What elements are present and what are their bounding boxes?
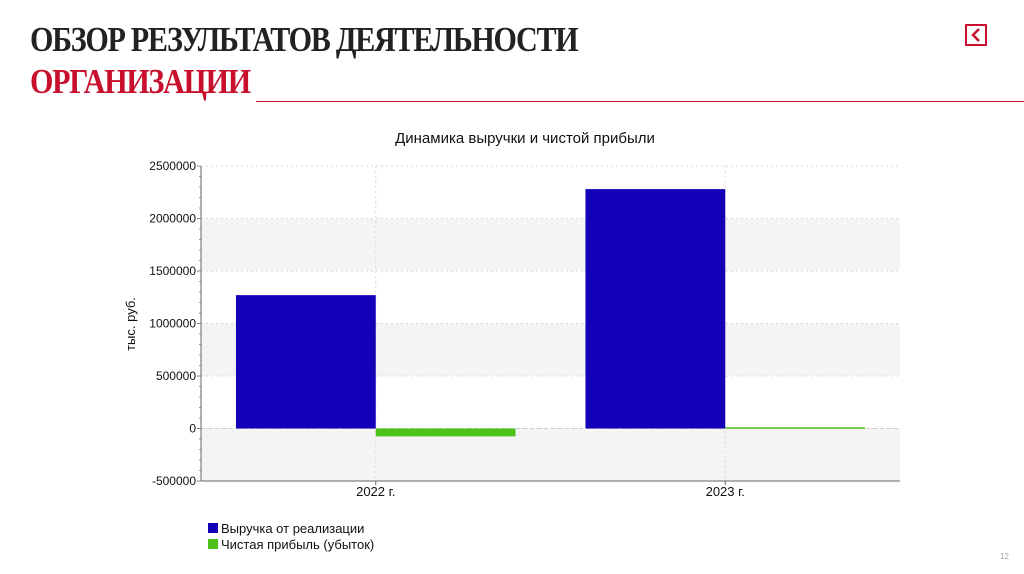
legend-item-profit: Чистая прибыль (убыток) [208, 536, 374, 552]
y-tick-label: 0 [189, 422, 196, 436]
page-title: ОБЗОР РЕЗУЛЬТАТОВ ДЕЯТЕЛЬНОСТИ [30, 20, 579, 59]
legend-label-profit: Чистая прибыль (убыток) [221, 536, 375, 552]
y-tick-label: 2500000 [149, 159, 196, 173]
bar-profit-0 [375, 428, 516, 437]
grid-band [201, 428, 900, 481]
y-tick-label: 500000 [156, 369, 196, 383]
chart-title: Динамика выручки и чистой прибыли [395, 130, 655, 147]
y-tick-label: 1000000 [149, 317, 196, 331]
page-number: 12 [1000, 552, 1009, 561]
grid-band [201, 166, 900, 219]
y-axis-label: тыс. руб. [123, 297, 138, 351]
plot-area: 2500000 2000000 1500000 1000000 500000 0 -5000… [149, 159, 900, 499]
bar-profit-1 [725, 427, 866, 429]
bar-revenue-1 [585, 189, 726, 429]
grid-band [201, 218, 900, 271]
legend-swatch-profit [208, 539, 218, 549]
legend: Выручка от реализации Чистая прибыль (уб… [208, 520, 374, 552]
title-divider [256, 101, 1024, 102]
y-tick-label: -500000 [152, 474, 196, 488]
legend-swatch-revenue [208, 523, 218, 533]
page-subtitle: ОРГАНИЗАЦИИ [30, 62, 251, 101]
legend-item-revenue: Выручка от реализации [208, 520, 374, 536]
y-tick-label: 2000000 [149, 212, 196, 226]
x-tick-label: 2022 г. [356, 484, 395, 499]
back-arrow-icon[interactable] [965, 24, 987, 46]
y-tick-label: 1500000 [149, 264, 196, 278]
legend-label-revenue: Выручка от реализации [221, 520, 365, 536]
bar-revenue-0 [235, 295, 376, 429]
x-tick-label: 2023 г. [706, 484, 745, 499]
